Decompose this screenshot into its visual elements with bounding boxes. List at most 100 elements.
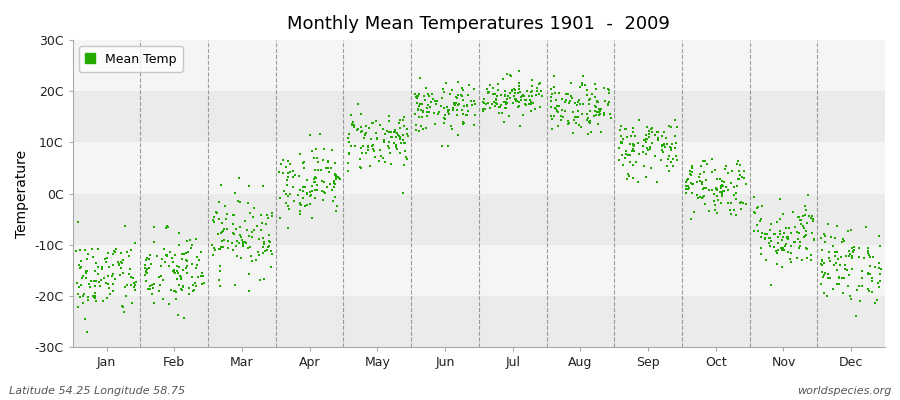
Point [752, 204, 766, 210]
Point [365, 143, 380, 149]
Point [642, 134, 656, 140]
Point [317, 178, 331, 185]
Point [697, 193, 711, 199]
Point [668, 116, 682, 123]
Point [716, 188, 730, 194]
Point [562, 97, 577, 104]
Point [140, 266, 154, 272]
Point [818, 232, 832, 239]
Point [310, 159, 325, 165]
Point [485, 101, 500, 108]
Point [238, 240, 253, 246]
Point [488, 103, 502, 110]
Point [457, 103, 472, 110]
Point [303, 192, 318, 198]
Point [171, 264, 185, 270]
Text: Latitude 54.25 Longitude 58.75: Latitude 54.25 Longitude 58.75 [9, 386, 185, 396]
Point [262, 231, 276, 238]
Point [713, 176, 727, 182]
Point [116, 304, 130, 310]
Point [410, 100, 424, 106]
Point [695, 195, 709, 202]
Point [775, 246, 789, 253]
Point [168, 296, 183, 302]
Point [799, 246, 814, 252]
Point [170, 270, 184, 276]
Point [245, 258, 259, 264]
Point [129, 279, 143, 285]
Point [481, 89, 495, 95]
Point [799, 207, 814, 213]
Point [693, 194, 707, 200]
Point [344, 142, 358, 149]
Point [217, 237, 231, 243]
Point [547, 84, 562, 90]
Point [368, 130, 382, 136]
Point [841, 228, 855, 234]
Point [308, 179, 322, 186]
Point [516, 112, 530, 118]
Point [355, 164, 369, 171]
Point [486, 90, 500, 97]
Point [530, 85, 544, 92]
Point [342, 139, 356, 145]
Title: Monthly Mean Temperatures 1901  -  2009: Monthly Mean Temperatures 1901 - 2009 [287, 15, 670, 33]
Point [382, 113, 397, 120]
Point [502, 95, 517, 102]
Point [762, 234, 777, 241]
Point [496, 76, 510, 82]
Point [715, 193, 729, 199]
Point [280, 177, 294, 184]
Point [142, 252, 157, 258]
Point [615, 138, 629, 145]
Point [179, 265, 194, 271]
Point [827, 249, 842, 255]
Point [354, 129, 368, 135]
Point [408, 91, 422, 98]
Point [782, 225, 796, 232]
Point [478, 105, 492, 112]
Point [428, 110, 442, 116]
Point [544, 86, 558, 92]
Point [705, 186, 719, 193]
Point [71, 304, 86, 310]
Point [814, 269, 829, 275]
Point [505, 87, 519, 94]
Point [723, 207, 737, 213]
Point [327, 180, 341, 186]
Point [307, 195, 321, 202]
Point [514, 97, 528, 103]
Point [551, 122, 565, 129]
Point [189, 254, 203, 260]
Point [230, 253, 244, 259]
Point [655, 147, 670, 153]
Point [332, 174, 347, 181]
Point [120, 249, 134, 255]
Point [617, 126, 632, 132]
Point [512, 99, 526, 105]
Point [196, 273, 211, 279]
Point [419, 109, 434, 116]
Point [567, 117, 581, 123]
Point [251, 249, 266, 256]
Point [72, 262, 86, 268]
Point [80, 268, 94, 274]
Point [185, 242, 200, 248]
Point [300, 177, 314, 184]
Point [737, 175, 751, 181]
Point [185, 274, 200, 280]
Point [832, 262, 847, 268]
Point [441, 107, 455, 113]
Point [415, 114, 429, 120]
Point [695, 178, 709, 185]
Point [760, 231, 774, 238]
Point [615, 140, 629, 147]
Point [262, 238, 276, 244]
Point [662, 153, 676, 160]
Point [456, 119, 471, 126]
Point [770, 234, 785, 240]
Point [817, 270, 832, 276]
Point [790, 229, 805, 235]
Point [857, 255, 871, 262]
Point [73, 294, 87, 301]
